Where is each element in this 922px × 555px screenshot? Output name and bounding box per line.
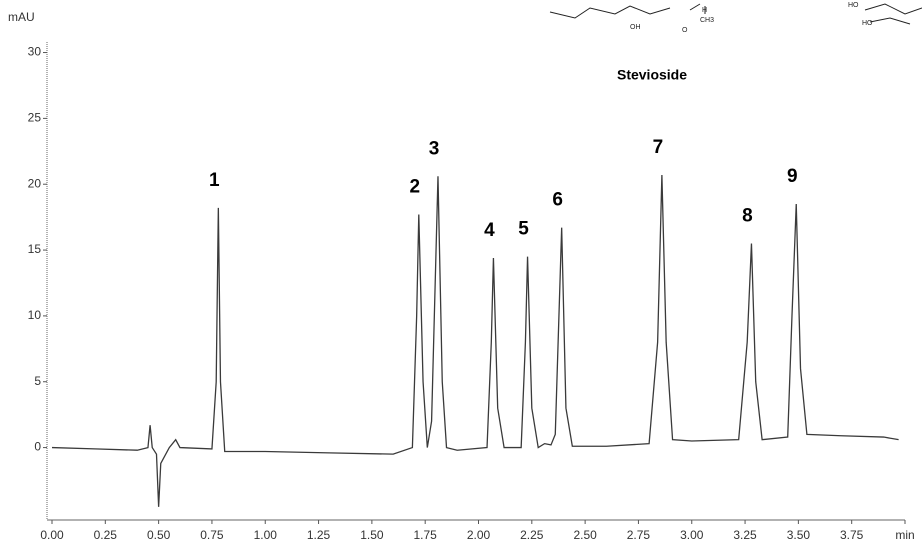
chart-title: Stevioside bbox=[617, 67, 687, 83]
peak-label: 1 bbox=[209, 170, 220, 191]
x-tick-label: min bbox=[895, 528, 914, 542]
peak-label: 7 bbox=[653, 137, 664, 158]
structure-bond bbox=[549, 5, 671, 19]
structure-label: HO bbox=[862, 20, 873, 27]
peak-label: 8 bbox=[742, 205, 753, 226]
x-tick-label: 0.50 bbox=[147, 528, 171, 542]
y-tick-label: 0 bbox=[34, 440, 41, 454]
x-tick-label: 1.25 bbox=[307, 528, 331, 542]
peak-label: 6 bbox=[552, 190, 563, 211]
y-tick-label: 15 bbox=[28, 242, 42, 256]
structure-label: O bbox=[682, 27, 688, 34]
structure bbox=[549, 3, 922, 25]
x-tick-label: 3.00 bbox=[680, 528, 704, 542]
x-tick-label: 3.50 bbox=[787, 528, 811, 542]
x-tick-label: 2.50 bbox=[573, 528, 597, 542]
structure-bond bbox=[689, 3, 706, 14]
x-tick-label: 3.25 bbox=[733, 528, 757, 542]
x-tick-label: 0.75 bbox=[200, 528, 224, 542]
structure-label: HO bbox=[848, 2, 859, 9]
x-tick-label: 1.50 bbox=[360, 528, 384, 542]
y-tick-label: 25 bbox=[28, 111, 42, 125]
x-tick-label: 2.00 bbox=[467, 528, 491, 542]
x-tick-label: 1.00 bbox=[254, 528, 278, 542]
peak-label: 4 bbox=[484, 220, 495, 241]
x-tick-label: 2.75 bbox=[627, 528, 651, 542]
peak-label: 3 bbox=[429, 138, 440, 159]
y-tick-label: 5 bbox=[34, 374, 41, 388]
y-tick-label: 30 bbox=[28, 45, 42, 59]
x-tick-label: 2.25 bbox=[520, 528, 544, 542]
structure-label: H bbox=[702, 7, 707, 14]
y-tick-label: 20 bbox=[28, 176, 42, 190]
y-axis-label: mAU bbox=[8, 10, 35, 24]
trace-line bbox=[51, 174, 899, 507]
x-tick-label: 0.25 bbox=[94, 528, 118, 542]
structure-label: CH3 bbox=[700, 17, 714, 24]
peak-label: 5 bbox=[518, 219, 529, 240]
x-tick-label: 1.75 bbox=[414, 528, 438, 542]
peak-label: 9 bbox=[787, 166, 798, 187]
peak-label: 2 bbox=[410, 177, 421, 198]
y-tick-label: 10 bbox=[28, 308, 42, 322]
structure-label: OH bbox=[630, 24, 641, 31]
x-tick-label: 3.75 bbox=[840, 528, 864, 542]
structure-bond bbox=[864, 3, 922, 25]
x-tick-label: 0.00 bbox=[40, 528, 64, 542]
